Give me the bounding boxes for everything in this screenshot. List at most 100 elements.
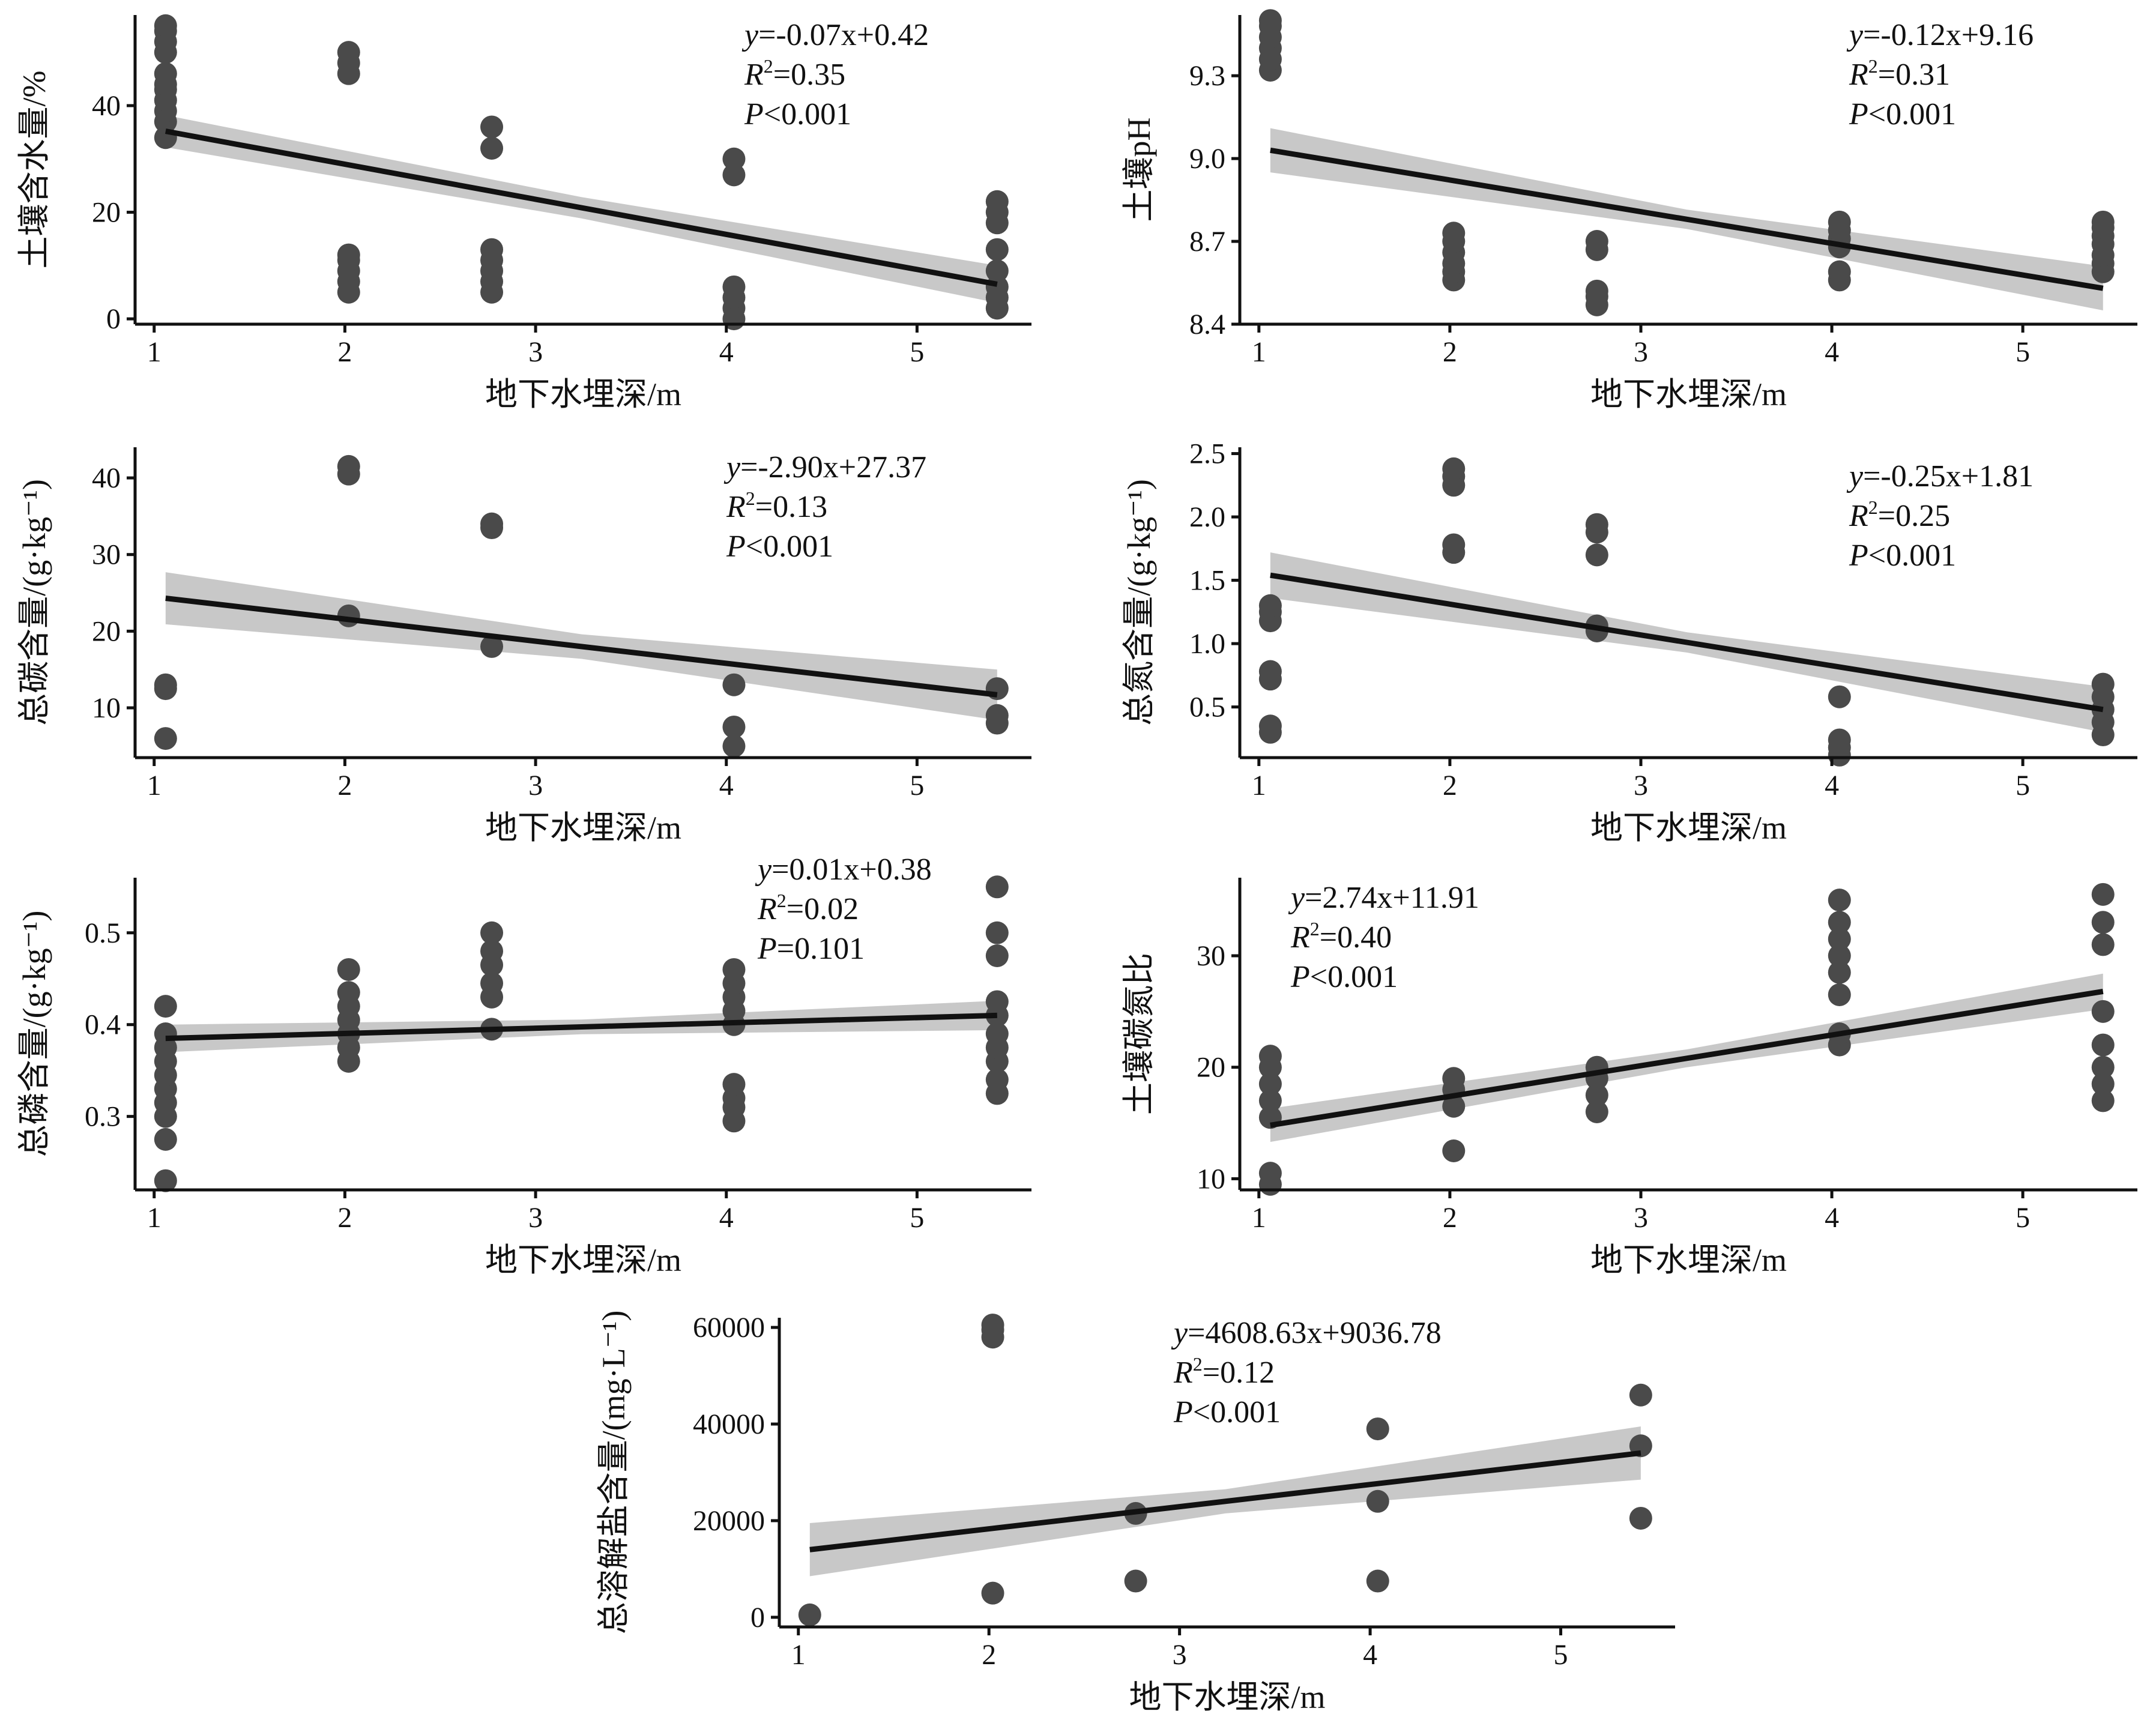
y-tick-label: 40 xyxy=(92,462,121,494)
data-point xyxy=(1585,279,1608,303)
data-point xyxy=(2091,672,2115,696)
p-value-text: =0.101 xyxy=(777,932,865,966)
data-point xyxy=(2091,883,2115,906)
data-point xyxy=(1258,714,1282,738)
data-point xyxy=(337,981,360,1004)
p-value-text: <0.001 xyxy=(1310,960,1398,994)
x-tick-label: 3 xyxy=(528,336,543,368)
x-tick-label: 4 xyxy=(719,770,734,801)
y-tick-label: 9.3 xyxy=(1189,60,1225,92)
data-point xyxy=(985,259,1009,283)
x-axis-title: 地下水埋深/m xyxy=(1590,810,1787,846)
data-point xyxy=(2091,1055,2115,1079)
x-tick-label: 1 xyxy=(147,336,162,368)
x-tick-label: 5 xyxy=(2016,336,2030,368)
p-value: P<0.001 xyxy=(1290,960,1398,994)
y-tick-label: 20000 xyxy=(693,1505,765,1537)
r-squared: R2=0.25 xyxy=(1849,496,1950,533)
chart-panel-2: 1 2 3 4 5 8.4 8.7 9.0 9.3 地下水埋深/m 土壤pH y=-0.12x+9.1… xyxy=(1121,9,2137,412)
data-point xyxy=(2091,210,2115,234)
data-point xyxy=(1828,944,1851,967)
data-point xyxy=(1828,889,1851,912)
chart-panel-5: 1 2 3 4 5 0.3 0.4 0.5 地下水埋深/m 总磷含量/(g·kg⁻¹) y=0.01… xyxy=(16,852,1031,1278)
data-point xyxy=(154,673,177,696)
x-tick-label: 3 xyxy=(528,1202,543,1234)
equation-rhs: =0.01x+0.38 xyxy=(772,852,932,887)
data-point xyxy=(985,990,1009,1013)
x-tick-label: 1 xyxy=(147,1202,162,1234)
regression-line xyxy=(165,1012,997,1042)
regression-line xyxy=(809,1450,1641,1553)
y-axis-title: 土壤碳氮比 xyxy=(1121,953,1157,1115)
y-tick-label: 2.0 xyxy=(1189,501,1225,533)
data-point xyxy=(722,958,746,981)
data-point xyxy=(1828,928,1851,951)
data-point xyxy=(798,1603,821,1626)
y-axis-title: 总氮含量/(g·kg⁻¹) xyxy=(1121,479,1157,726)
x-tick-label: 5 xyxy=(910,770,924,801)
regression-equation: y=2.74x+11.91 xyxy=(1288,881,1479,915)
x-tick-label: 5 xyxy=(1554,1639,1568,1671)
x-tick-label: 1 xyxy=(1252,336,1266,368)
data-point xyxy=(480,238,504,261)
data-point xyxy=(480,136,504,160)
x-axis-title: 地下水埋深/m xyxy=(485,810,681,846)
r-squared-value: =0.40 xyxy=(1320,920,1392,955)
r-squared-value: =0.31 xyxy=(1878,58,1950,92)
data-point xyxy=(154,62,177,85)
data-point xyxy=(981,1314,1004,1337)
data-point xyxy=(1828,260,1851,283)
x-tick-label: 5 xyxy=(2016,1202,2030,1234)
y-tick-label: 9.0 xyxy=(1189,143,1225,175)
y-tick-label: 20 xyxy=(92,197,121,229)
r-squared: R2=0.31 xyxy=(1849,55,1950,92)
data-point xyxy=(1442,222,1466,245)
data-point xyxy=(154,1127,177,1151)
p-value-text: <0.001 xyxy=(1868,539,1956,573)
y-tick-label: 1.0 xyxy=(1189,628,1225,660)
x-tick-label: 3 xyxy=(1173,1639,1187,1671)
regression-line xyxy=(165,596,998,698)
x-tick-label: 4 xyxy=(719,336,734,368)
data-point xyxy=(985,875,1009,899)
p-value-text: <0.001 xyxy=(1868,97,1956,131)
data-point xyxy=(337,454,360,478)
p-value: P=0.101 xyxy=(757,932,865,966)
x-axis-title: 地下水埋深/m xyxy=(485,376,681,412)
data-point xyxy=(985,238,1009,261)
equation-lhs: y xyxy=(1288,881,1305,915)
data-point xyxy=(2091,1000,2115,1023)
data-point xyxy=(1585,1100,1608,1123)
r-squared: R2=0.12 xyxy=(1173,1353,1275,1390)
data-point xyxy=(1442,1139,1466,1162)
x-tick-label: 3 xyxy=(1634,770,1648,801)
regression-equation: y=-2.90x+27.37 xyxy=(723,450,926,484)
x-tick-label: 1 xyxy=(791,1639,806,1671)
data-point xyxy=(480,635,504,658)
x-tick-label: 2 xyxy=(337,770,352,801)
chart-panel-7: 1 2 3 4 5 0 20000 40000 60000 地下水埋深/m 总溶解盐含量/(mg·L… xyxy=(596,1311,1675,1715)
regression-equation: y=4608.63x+9036.78 xyxy=(1171,1316,1442,1350)
x-tick-label: 5 xyxy=(2016,770,2030,801)
r-squared: R2=0.35 xyxy=(744,55,845,92)
y-tick-label: 20 xyxy=(1197,1052,1225,1084)
data-point xyxy=(2091,933,2115,956)
r-squared-value: =0.25 xyxy=(1878,499,1950,533)
data-point xyxy=(1585,1084,1608,1107)
data-point xyxy=(480,115,504,139)
equation-rhs: =-0.25x+1.81 xyxy=(1863,459,2034,493)
regression-equation: y=-0.07x+0.42 xyxy=(741,18,929,52)
r-squared: R2=0.13 xyxy=(726,487,827,524)
p-value-text: <0.001 xyxy=(1193,1395,1281,1429)
data-point xyxy=(480,971,504,995)
equation-lhs: y xyxy=(1846,459,1864,493)
data-point xyxy=(1585,543,1608,567)
data-point xyxy=(2091,911,2115,934)
data-point xyxy=(722,673,746,696)
x-tick-label: 3 xyxy=(1634,336,1648,368)
x-tick-label: 2 xyxy=(1443,770,1457,801)
equation-lhs: y xyxy=(723,450,741,484)
data-point xyxy=(154,1169,177,1192)
y-tick-label: 30 xyxy=(1197,940,1225,972)
x-axis-title: 地下水埋深/m xyxy=(1129,1679,1325,1715)
